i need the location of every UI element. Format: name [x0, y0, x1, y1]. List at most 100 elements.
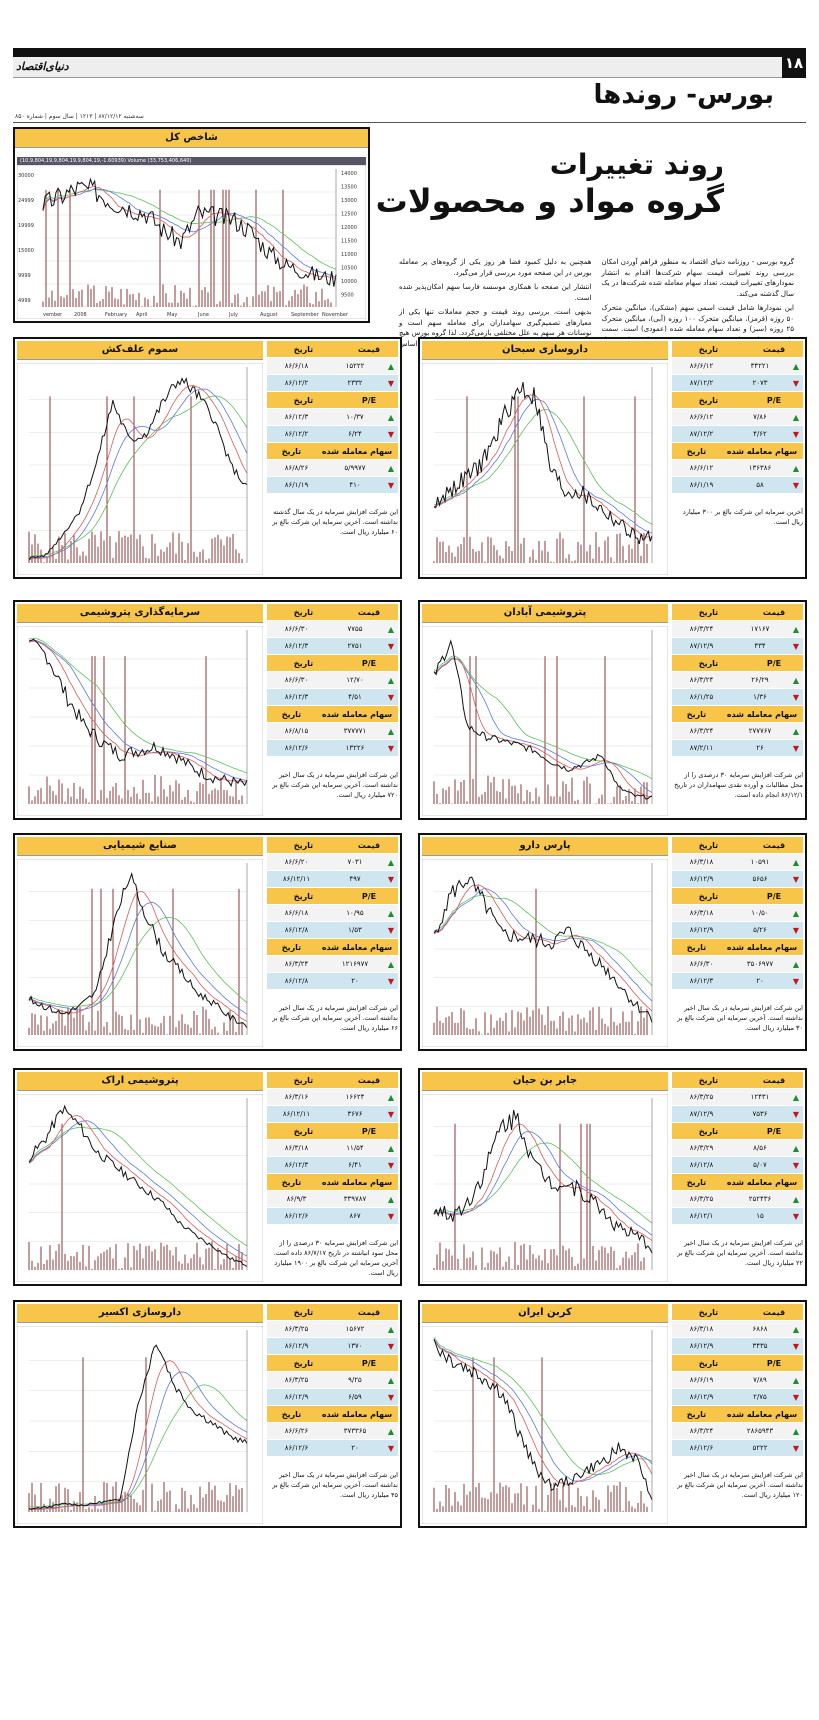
- price-line: [433, 381, 653, 545]
- metric-label: P/E: [766, 658, 782, 668]
- stat-value: ۷۵۳۶: [752, 1110, 768, 1118]
- company-note: این شرکت افزایش سرمایه در یک سال اخیر ند…: [677, 1004, 803, 1032]
- metric-label: P/E: [766, 891, 782, 901]
- stat-value: ۱۵۲۲۲: [345, 362, 365, 370]
- moving-average-line: [28, 637, 248, 774]
- down-arrow-icon: ▼: [792, 1443, 800, 1453]
- moving-average-line: [28, 1360, 248, 1511]
- stats-row: ▲ ۱۳۶۳۸۶ ۸۶/۶/۱۲: [672, 460, 803, 477]
- down-arrow-icon: ▼: [387, 874, 395, 884]
- stat-value: ۲۰: [756, 977, 764, 985]
- down-arrow-icon: ▼: [792, 378, 800, 388]
- company-note: این شرکت افزایش سرمایه ۳۰ درصدی را از مح…: [674, 771, 803, 799]
- price-chart-svg: [17, 1326, 263, 1524]
- down-arrow-icon: ▼: [387, 743, 395, 753]
- down-arrow-icon: ▼: [387, 641, 395, 651]
- price-line: [28, 638, 248, 788]
- moving-average-line: [433, 894, 653, 986]
- date-label: تاریخ: [281, 942, 302, 952]
- stat-value: ۱۰/۹۵: [346, 909, 364, 917]
- stat-value: ۵۶۵۶: [752, 875, 768, 883]
- company-note: این شرکت افزایش سرمایه ۳۰ درصدی را از مح…: [273, 1239, 398, 1277]
- stats-row: ▲ ۷/۸۶ ۸۶/۶/۱۲: [672, 409, 803, 426]
- stats-header: سهام معامله شده تاریخ: [267, 1406, 398, 1423]
- stats-table: قیمت تاریخ ▲ ۱۵۲۲۲ ۸۶/۶/۱۸ ▼ ۲۳۳۲ ۸۶/۱۲/۲ P/E تار…: [267, 341, 398, 494]
- up-arrow-icon: ▲: [792, 1194, 800, 1204]
- price-line: [28, 1344, 248, 1510]
- metric-label: P/E: [361, 1358, 377, 1368]
- up-arrow-icon: ▲: [792, 1375, 800, 1385]
- up-arrow-icon: ▲: [792, 1426, 800, 1436]
- stat-value: ۲۵۲۴۳۶: [748, 1195, 772, 1203]
- brand-logo: دنیای‌اقتصاد: [16, 60, 69, 73]
- metric-label: P/E: [361, 658, 377, 668]
- stat-value: ۷۰۳۱: [347, 858, 363, 866]
- stats-row: ▼ ۱۳۲۲۶ ۸۶/۱۲/۶: [267, 740, 398, 757]
- stat-date: ۸۶/۶/۳۰: [284, 625, 309, 633]
- stat-value: ۸/۵۶: [753, 1144, 767, 1152]
- stats-row: ▲ ۱۰/۹۵ ۸۶/۶/۱۸: [267, 905, 398, 922]
- y-tick-right: 11500: [341, 239, 357, 245]
- stat-value: ۷۷۵۵: [347, 625, 363, 633]
- stat-value: ۱۱/۵۴: [346, 1144, 364, 1152]
- down-arrow-icon: ▼: [792, 429, 800, 439]
- date-label: تاریخ: [293, 1126, 314, 1136]
- company-name: کربن ایران: [422, 1304, 668, 1323]
- up-arrow-icon: ▲: [387, 1375, 395, 1385]
- company-note: این شرکت افزایش سرمایه در یک سال گذشته ن…: [272, 508, 398, 536]
- stats-row: ▲ ۳۷۳۳۶۵ ۸۶/۶/۲۶: [267, 1423, 398, 1440]
- y-tick-right: 13000: [341, 198, 357, 204]
- moving-average-line: [28, 1126, 248, 1247]
- stat-date: ۸۶/۱۲/۳: [284, 642, 309, 650]
- stats-header: قیمت تاریخ: [267, 341, 398, 358]
- stat-value: ۱۷۱۶۷: [750, 625, 770, 633]
- company-card: پارس دارو قیمت تاریخ ▲ ۱۰۵۹۱ ۸۶/۳/۱۸ ▼ ۵۶۵۶ ۸۶/۱…: [418, 833, 807, 1051]
- up-arrow-icon: ▲: [387, 908, 395, 918]
- moving-average-line: [28, 1114, 248, 1263]
- section-title: بورس- روندها: [593, 80, 774, 110]
- stats-header: سهام معامله شده تاریخ: [672, 1406, 803, 1423]
- stat-value: ۲۷۷۷۶۷: [748, 727, 772, 735]
- stats-row: ▼ ۴/۵۱ ۸۶/۱۲/۳: [267, 689, 398, 706]
- date-label: تاریخ: [698, 1307, 719, 1317]
- up-arrow-icon: ▲: [792, 412, 800, 422]
- paragraph: همچنین به دلیل کمبود فضا هر روز یکی از گ…: [399, 258, 592, 277]
- stats-row: ▲ ۳۳۹۷۸۷ ۸۶/۹/۳: [267, 1191, 398, 1208]
- price-line: [28, 1104, 248, 1267]
- stat-value: ۲۶: [756, 744, 764, 752]
- stat-date: ۸۷/۱۲/۹: [689, 1110, 714, 1118]
- stat-date: ۸۶/۹/۳: [286, 1195, 307, 1203]
- stat-value: ۲۷۵۱: [347, 642, 363, 650]
- date-label: تاریخ: [293, 840, 314, 850]
- stats-row: ▲ ۱۵۶۷۲ ۸۶/۳/۲۵: [267, 1321, 398, 1338]
- stat-date: ۸۶/۱۲/۸: [689, 1161, 714, 1169]
- down-arrow-icon: ▼: [387, 1341, 395, 1351]
- stat-value: ۱۵: [756, 1212, 764, 1220]
- company-name: سموم علف‌کش: [17, 341, 263, 360]
- stats-row: ▼ ۶/۲۴ ۸۶/۱۲/۲: [267, 426, 398, 443]
- moving-average-line: [433, 1123, 653, 1241]
- stats-row: ▼ ۲۰ ۸۶/۱۲/۳: [672, 973, 803, 990]
- stat-value: ۱۲/۷۰: [346, 676, 364, 684]
- stats-header: سهام معامله شده تاریخ: [672, 443, 803, 460]
- y-tick-right: 12000: [341, 225, 357, 231]
- up-arrow-icon: ▲: [387, 726, 395, 736]
- date-label: تاریخ: [698, 607, 719, 617]
- down-arrow-icon: ▼: [792, 1109, 800, 1119]
- company-name: سرمایه‌گذاری پتروشیمی: [17, 604, 263, 623]
- stats-table: قیمت تاریخ ▲ ۳۴۲۲۱ ۸۶/۶/۱۲ ▼ ۲۰۷۳ ۸۷/۱۲/۲ P/E تار…: [672, 341, 803, 494]
- stat-value: ۵/۹۹۷۷: [344, 464, 366, 472]
- metric-label: قیمت: [357, 840, 381, 850]
- stats-row: ▲ ۳۷۷۷۷۱ ۸۶/۸/۱۵: [267, 723, 398, 740]
- company-note: این شرکت افزایش سرمایه در یک سال اخیر ند…: [272, 1004, 398, 1032]
- stats-row: ▲ ۷/۸۹ ۸۶/۶/۱۹: [672, 1372, 803, 1389]
- moving-average-line: [433, 1336, 653, 1475]
- x-tick: June: [197, 312, 209, 318]
- stats-table: قیمت تاریخ ▲ ۷۰۳۱ ۸۶/۶/۲۰ ▼ ۴۹۷ ۸۶/۱۲/۱۱ P/E تاری…: [267, 837, 398, 990]
- stat-value: ۴۹۷: [349, 875, 361, 883]
- price-line: [28, 872, 248, 1029]
- price-chart-svg: [17, 1094, 263, 1282]
- stat-value: ۱۳۷۰: [347, 1342, 363, 1350]
- metric-label: P/E: [766, 395, 782, 405]
- up-arrow-icon: ▲: [387, 1426, 395, 1436]
